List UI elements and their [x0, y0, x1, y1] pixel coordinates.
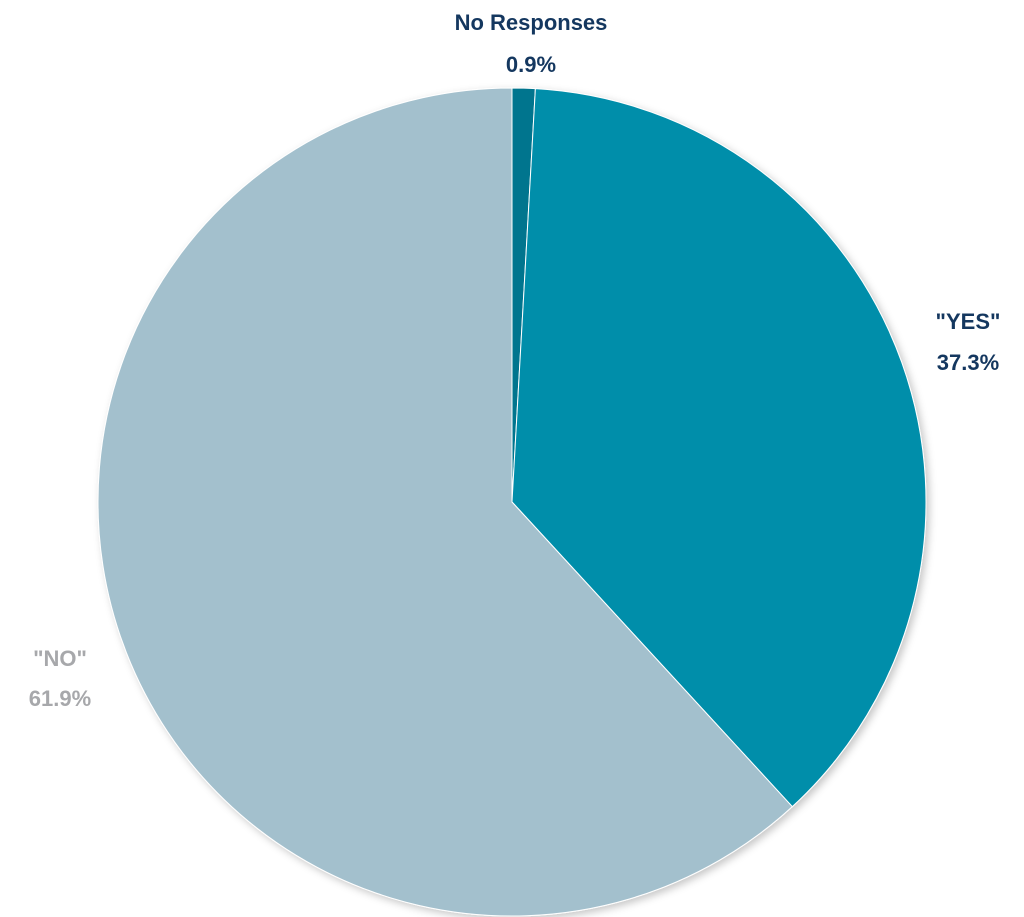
slice-label-no-value: 61.9% [29, 686, 91, 711]
slice-label-no-name: "NO" [33, 646, 87, 671]
pie-slice-no [97, 87, 794, 917]
slice-label-yes-name: "YES" [936, 309, 1001, 334]
slice-label-no-responses-name: No Responses [455, 10, 608, 35]
pie-slices [97, 87, 927, 917]
pie-slice-yes [511, 88, 927, 808]
slice-label-no-responses-value: 0.9% [506, 52, 556, 77]
slice-label-yes-value: 37.3% [937, 350, 999, 375]
